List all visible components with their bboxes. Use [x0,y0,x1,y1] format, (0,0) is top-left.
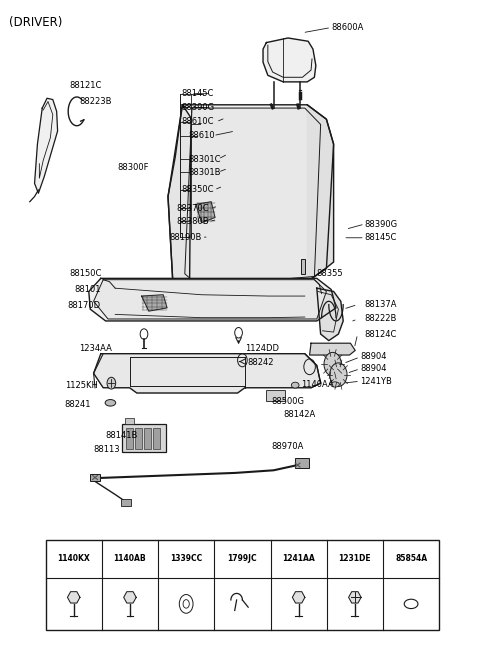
Ellipse shape [105,400,116,406]
Text: 1231DE: 1231DE [338,554,371,563]
Polygon shape [348,591,361,603]
Bar [90,474,100,481]
Bar [144,428,151,449]
Polygon shape [307,105,334,282]
Text: 88222B: 88222B [365,314,397,324]
Text: 88610C: 88610C [181,117,214,126]
Polygon shape [142,295,167,311]
Bar [121,499,131,506]
Text: 88500G: 88500G [271,397,304,406]
Polygon shape [196,202,215,223]
Text: 1241AA: 1241AA [282,554,315,563]
Bar [295,458,309,468]
Text: 88390G: 88390G [181,103,215,112]
Bar [125,418,134,424]
Polygon shape [263,38,316,82]
Text: 88241: 88241 [65,400,91,409]
Text: 88350C: 88350C [181,185,214,195]
Polygon shape [68,591,80,603]
Polygon shape [94,280,326,319]
Text: 1799JC: 1799JC [228,554,257,563]
Polygon shape [317,288,343,341]
Text: 88223B: 88223B [79,97,112,106]
Text: 1234AA: 1234AA [79,344,112,353]
Bar [46,540,439,630]
Polygon shape [168,105,334,291]
Text: 88970A: 88970A [271,442,303,451]
Text: (DRIVER): (DRIVER) [9,16,62,29]
Text: 88141B: 88141B [106,431,138,440]
Circle shape [107,377,116,389]
Text: 1140AA: 1140AA [301,380,334,389]
Polygon shape [124,591,136,603]
Text: 88113: 88113 [94,445,120,454]
Circle shape [324,352,341,376]
Text: 88904: 88904 [360,364,386,373]
Polygon shape [35,98,58,193]
Text: 88300F: 88300F [118,162,149,172]
Text: 85854A: 85854A [395,554,427,563]
Text: 88301B: 88301B [188,168,221,177]
Ellipse shape [291,383,299,388]
Text: 88101: 88101 [74,285,101,294]
Text: 1124DD: 1124DD [245,344,279,353]
Text: 88355: 88355 [317,269,343,278]
Polygon shape [94,354,321,393]
Text: 1125KH: 1125KH [65,381,97,390]
FancyBboxPatch shape [122,424,166,452]
Polygon shape [310,343,355,355]
Bar [135,428,142,449]
Text: 88145C: 88145C [365,233,397,242]
Text: 88600A: 88600A [331,23,363,32]
Ellipse shape [331,382,339,387]
Text: 1140KX: 1140KX [57,554,90,563]
Bar [126,428,133,449]
Text: 1339CC: 1339CC [170,554,202,563]
Text: 88390G: 88390G [365,219,398,229]
Text: 88610: 88610 [188,131,215,140]
Text: 88170D: 88170D [67,301,100,310]
Text: 88121C: 88121C [70,81,102,90]
Polygon shape [185,108,321,286]
Bar [301,259,305,274]
Polygon shape [292,591,305,603]
Polygon shape [89,278,336,321]
Text: 1140AB: 1140AB [114,554,146,563]
Circle shape [330,363,347,386]
Text: 88145C: 88145C [181,89,214,98]
Bar [266,390,285,401]
Text: 88142A: 88142A [283,410,315,419]
Text: 88150C: 88150C [70,269,102,278]
Text: 88242: 88242 [247,358,274,367]
Text: 88904: 88904 [360,352,386,362]
Text: 1241YB: 1241YB [360,377,392,386]
Text: 88380B: 88380B [177,217,209,226]
Bar [153,428,160,449]
Text: 88124C: 88124C [365,329,397,339]
Polygon shape [168,105,191,282]
Text: 88137A: 88137A [365,300,397,309]
Text: 88190B: 88190B [169,233,201,242]
Text: 88370C: 88370C [177,204,209,213]
Text: 88301C: 88301C [188,155,221,164]
